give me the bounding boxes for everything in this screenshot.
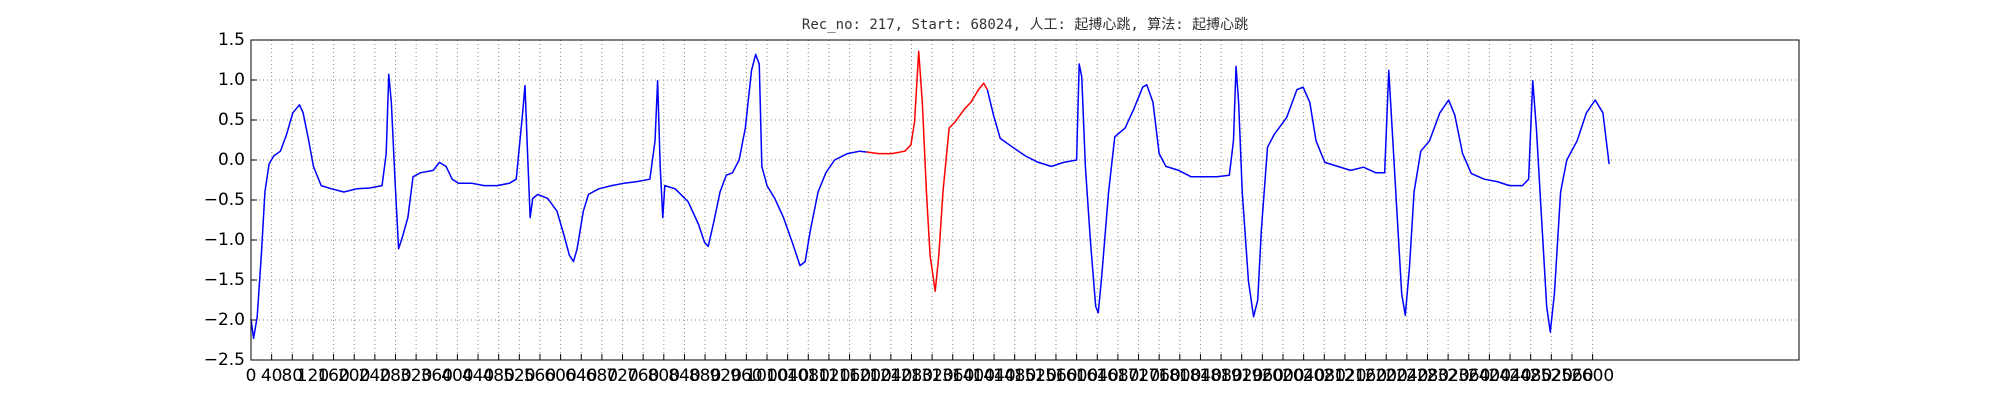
x-tick-label: 1120 [807,366,850,386]
x-tick-label: 480 [482,366,514,386]
x-tick-label: 680 [586,366,618,386]
x-tick-label: 1200 [849,366,892,386]
y-tick-label: −1.5 [204,270,245,290]
x-tick-label: 2440 [1488,366,1531,386]
y-tick-label: 0.0 [218,150,245,170]
x-tick-label: 1920 [1220,366,1263,386]
x-tick-label: 560 [524,366,556,386]
x-tick-label: 1440 [972,366,1015,386]
x-tick-label: 2400 [1468,366,1511,386]
x-tick-label: 1000 [745,366,788,386]
x-tick-label: 2600 [1571,366,1614,386]
x-tick-label: 1480 [993,366,1036,386]
x-tick-label: 360 [421,366,453,386]
x-tick-label: 800 [648,366,680,386]
chart-title: Rec_no: 217, Start: 68024, 人工: 起搏心跳, 算法:… [802,16,1248,33]
y-tick-label: −2.5 [204,350,245,370]
x-tick-label: 880 [689,366,721,386]
x-tick-label: 1520 [1014,366,1057,386]
x-tick-label: 1800 [1158,366,1201,386]
y-tick-label: −1.0 [204,230,245,250]
x-tick-label: 760 [627,366,659,386]
x-tick-label: 920 [709,366,741,386]
x-tick-label: 2240 [1385,366,1428,386]
x-tick-label: 520 [503,366,535,386]
x-tick-label: 1240 [869,366,912,386]
y-tick-label: −0.5 [204,190,245,210]
x-tick-label: 1560 [1034,366,1077,386]
ecg-line [866,50,988,292]
x-tick-label: 2520 [1530,366,1573,386]
x-tick-label: 2560 [1550,366,1593,386]
x-tick-label: 1680 [1096,366,1139,386]
x-tick-label: 2160 [1344,366,1387,386]
x-tick-label: 600 [544,366,576,386]
x-tick-label: 2000 [1261,366,1304,386]
y-tick-label: 0.5 [218,110,245,130]
x-tick-label: 1080 [787,366,830,386]
x-tick-label: 280 [379,366,411,386]
x-tick-label: 0 [246,366,257,386]
ecg-line [250,53,867,340]
x-tick-label: 160 [317,366,349,386]
x-tick-label: 1840 [1179,366,1222,386]
x-tick-label: 2320 [1426,366,1469,386]
x-tick-label: 1640 [1076,366,1119,386]
x-tick-label: 40 [261,366,283,386]
x-tick-label: 2480 [1509,366,1552,386]
x-tick-label: 120 [297,366,329,386]
x-tick-label: 400 [441,366,473,386]
y-tick-label: 1.0 [218,70,245,90]
x-tick-label: 1320 [910,366,953,386]
x-tick-label: 1160 [828,366,871,386]
x-tick-label: 2200 [1365,366,1408,386]
x-tick-label: 1960 [1241,366,1284,386]
x-tick-label: 640 [565,366,597,386]
ecg-line [986,63,1610,333]
x-tick-label: 2080 [1303,366,1346,386]
x-tick-label: 1880 [1199,366,1242,386]
x-tick-label: 2280 [1406,366,1449,386]
x-tick-label: 960 [730,366,762,386]
y-tick-label: 1.5 [218,30,245,50]
x-tick-label: 1360 [931,366,974,386]
x-tick-label: 1400 [952,366,995,386]
x-tick-label: 1040 [766,366,809,386]
x-tick-label: 720 [606,366,638,386]
x-tick-label: 840 [668,366,700,386]
x-tick-label: 2360 [1447,366,1490,386]
x-tick-label: 200 [338,366,370,386]
x-tick-label: 2120 [1323,366,1366,386]
x-tick-label: 1760 [1138,366,1181,386]
x-tick-label: 80 [281,366,303,386]
x-tick-label: 1280 [890,366,933,386]
y-tick-label: −2.0 [204,310,245,330]
plot-frame [250,39,1800,361]
x-tick-label: 320 [400,366,432,386]
x-tick-label: 2040 [1282,366,1325,386]
x-tick-label: 1720 [1117,366,1160,386]
x-tick-label: 1600 [1055,366,1098,386]
x-tick-label: 240 [359,366,391,386]
x-tick-label: 440 [462,366,494,386]
